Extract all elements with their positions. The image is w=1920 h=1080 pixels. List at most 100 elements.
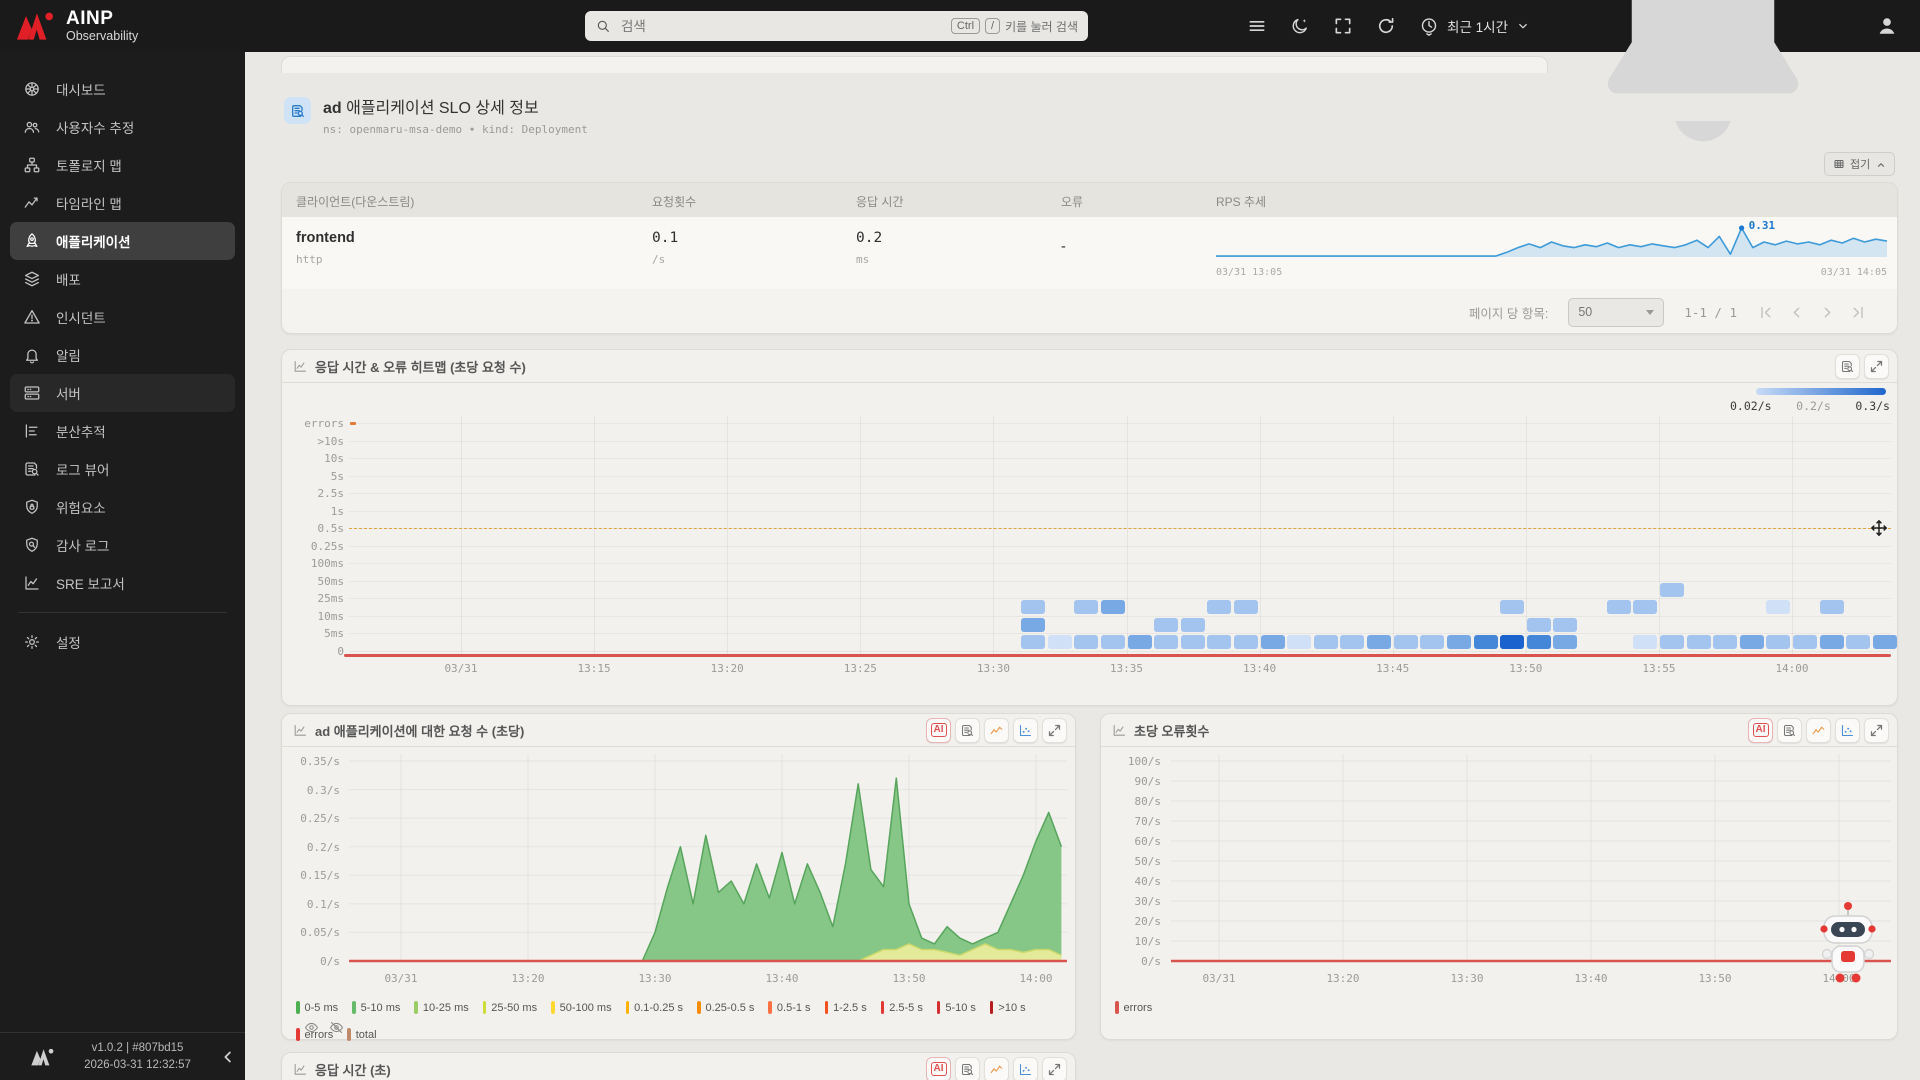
linechart-button[interactable] — [984, 717, 1009, 743]
logsearch-button[interactable] — [955, 717, 980, 743]
sidebar-item-risk[interactable]: 위험요소 — [10, 488, 235, 526]
sidebar-item-incident[interactable]: 인시던트 — [10, 298, 235, 336]
legend-item[interactable]: 50-100 ms — [551, 1001, 612, 1014]
heatmap-cell[interactable] — [1633, 600, 1658, 615]
heatmap-cell[interactable] — [1686, 635, 1711, 650]
last-page-button[interactable] — [1850, 304, 1867, 321]
heatmap-cell[interactable] — [1526, 635, 1551, 650]
notifications-button[interactable]: 21 — [1553, 0, 1853, 176]
legend-item[interactable]: errors — [296, 1028, 333, 1041]
heatmap-cell[interactable] — [1313, 635, 1338, 650]
legend-item[interactable]: total — [347, 1028, 377, 1041]
legend-item[interactable]: 0.1-0.25 s — [625, 1001, 683, 1014]
heatmap-cell[interactable] — [1233, 600, 1258, 615]
legend-item[interactable]: 0.5-1 s — [768, 1001, 811, 1014]
heatmap-cell[interactable] — [1766, 635, 1791, 650]
heatmap-cell[interactable] — [1207, 635, 1232, 650]
heatmap-cell[interactable] — [1287, 635, 1312, 650]
heatmap-cell[interactable] — [1606, 600, 1631, 615]
heatmap-cell[interactable] — [1659, 635, 1684, 650]
heatmap-cell[interactable] — [1819, 600, 1844, 615]
ai-assistant-button[interactable]: AI — [926, 717, 951, 743]
heatmap-cell[interactable] — [1233, 635, 1258, 650]
collapse-table-button[interactable]: 접기 — [1824, 152, 1896, 176]
heatmap-cell[interactable] — [1021, 617, 1046, 632]
show-all-series-icon[interactable] — [304, 1020, 319, 1035]
sidebar-item-audit-log[interactable]: 감사 로그 — [10, 526, 235, 564]
heatmap-cell[interactable] — [1819, 635, 1844, 650]
heatmap-cell[interactable] — [1260, 635, 1285, 650]
heatmap-cell[interactable] — [1446, 635, 1471, 650]
heatmap-cell[interactable] — [1526, 617, 1551, 632]
scatter-button[interactable] — [1835, 717, 1860, 743]
table-row[interactable]: frontend http 0.1/s 0.2 ms - 0.31 03/31 13:05 03… — [282, 217, 1897, 289]
legend-item[interactable]: 5-10 ms — [352, 1001, 400, 1014]
user-avatar[interactable] — [1876, 15, 1898, 37]
legend-item[interactable]: 2.5-5 s — [880, 1001, 923, 1014]
legend-item[interactable]: errors — [1115, 1001, 1152, 1014]
expand-button[interactable] — [1864, 353, 1889, 379]
global-search[interactable]: Ctrl / 키를 눌러 검색 — [585, 11, 1088, 41]
expand-button[interactable] — [1042, 717, 1067, 743]
heatmap-cell[interactable] — [1553, 635, 1578, 650]
heatmap-cell[interactable] — [1021, 635, 1046, 650]
legend-item[interactable]: 0-5 ms — [296, 1001, 338, 1014]
logsearch-button[interactable] — [1835, 353, 1860, 379]
logsearch-button[interactable] — [955, 1056, 980, 1080]
heatmap-cell[interactable] — [1739, 635, 1764, 650]
sidebar-item-application[interactable]: 애플리케이션 — [10, 222, 235, 260]
heatmap-cell[interactable] — [1180, 617, 1205, 632]
linechart-button[interactable] — [984, 1056, 1009, 1080]
heatmap-cell[interactable] — [1154, 617, 1179, 632]
linechart-button[interactable] — [1806, 717, 1831, 743]
legend-item[interactable]: 25-50 ms — [482, 1001, 537, 1014]
expand-button[interactable] — [1042, 1056, 1067, 1080]
ai-assistant-button[interactable]: AI — [926, 1056, 951, 1080]
heatmap-cell[interactable] — [1766, 600, 1791, 615]
sidebar-item-topology[interactable]: 토폴로지 맵 — [10, 146, 235, 184]
sidebar-item-alerts[interactable]: 알림 — [10, 336, 235, 374]
refresh-icon[interactable] — [1376, 16, 1396, 36]
ai-assistant-button[interactable]: AI — [1748, 717, 1773, 743]
prev-page-button[interactable] — [1788, 304, 1805, 321]
sidebar-item-tracing[interactable]: 분산추적 — [10, 412, 235, 450]
sidebar-item-servers[interactable]: 서버 — [10, 374, 235, 412]
heatmap-cell[interactable] — [1074, 600, 1099, 615]
legend-item[interactable]: 10-25 ms — [414, 1001, 469, 1014]
sidebar-item-log-viewer[interactable]: 로그 뷰어 — [10, 450, 235, 488]
next-page-button[interactable] — [1819, 304, 1836, 321]
legend-item[interactable]: 1-2.5 s — [824, 1001, 867, 1014]
heatmap-cell[interactable] — [1154, 635, 1179, 650]
sidebar-item-deploy[interactable]: 배포 — [10, 260, 235, 298]
legend-item[interactable]: 0.25-0.5 s — [697, 1001, 754, 1014]
time-range-selector[interactable]: 최근 1시간 — [1419, 16, 1530, 36]
heatmap-cell[interactable] — [1393, 635, 1418, 650]
threshold-drag-handle-icon[interactable] — [1870, 519, 1888, 537]
heatmap-cell[interactable] — [1021, 600, 1046, 615]
heatmap-cell[interactable] — [1047, 635, 1072, 650]
expand-button[interactable] — [1864, 717, 1889, 743]
first-page-button[interactable] — [1757, 304, 1774, 321]
legend-item[interactable]: 5-10 s — [936, 1001, 976, 1014]
logsearch-button[interactable] — [1777, 717, 1802, 743]
sidebar-item-timeline[interactable]: 타임라인 맵 — [10, 184, 235, 222]
legend-item[interactable]: >10 s — [989, 1001, 1026, 1014]
hide-all-series-icon[interactable] — [329, 1020, 344, 1035]
heatmap-cell[interactable] — [1100, 600, 1125, 615]
menu-icon[interactable] — [1247, 16, 1267, 36]
per-page-select[interactable]: 50 — [1568, 297, 1665, 327]
fullscreen-icon[interactable] — [1333, 16, 1353, 36]
sidebar-item-sre-report[interactable]: SRE 보고서 — [10, 564, 235, 602]
heatmap-cell[interactable] — [1420, 635, 1445, 650]
sidebar-item-settings[interactable]: 설정 — [10, 623, 235, 661]
sidebar-item-users[interactable]: 사용자수 추정 — [10, 108, 235, 146]
heatmap-cell[interactable] — [1633, 635, 1658, 650]
heatmap-cell[interactable] — [1659, 582, 1684, 597]
heatmap-cell[interactable] — [1127, 635, 1152, 650]
heatmap-cell[interactable] — [1553, 617, 1578, 632]
heatmap-cell[interactable] — [1846, 635, 1871, 650]
heatmap-cell[interactable] — [1074, 635, 1099, 650]
heatmap-cell[interactable] — [1793, 635, 1817, 650]
heatmap-cell[interactable] — [1207, 600, 1232, 615]
sidebar-item-dashboard[interactable]: 대시보드 — [10, 70, 235, 108]
